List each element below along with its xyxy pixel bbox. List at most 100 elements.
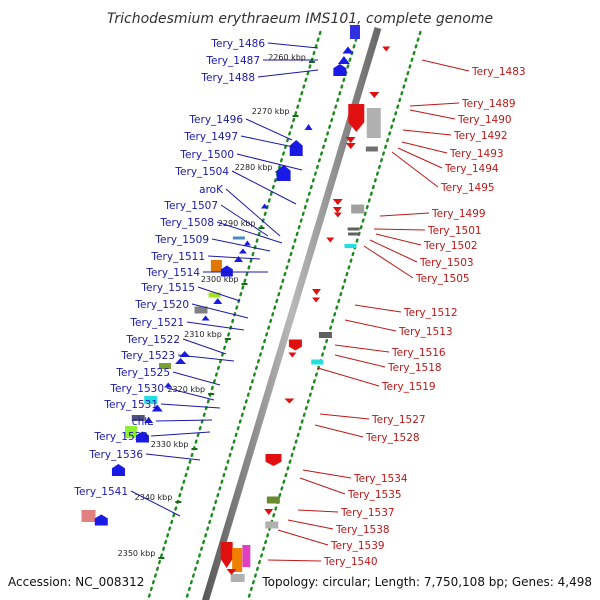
fwd-gene <box>135 431 149 443</box>
fwd-feature <box>208 292 221 298</box>
fwd-feature <box>232 236 245 240</box>
gene-label: Tery_1493 <box>449 148 504 160</box>
gene-label: Tery_1522 <box>125 334 180 346</box>
kbp-ticks: 2260 kbp 2270 kbp 2280 kbp 2290 kbp 2300 kbp… <box>118 53 315 559</box>
label-connector <box>379 212 430 217</box>
gene-label: Tery_1519 <box>381 381 436 393</box>
gene-label: Tery_1535 <box>347 489 402 501</box>
rev-feature <box>318 332 332 338</box>
fwd-arrow <box>304 124 313 130</box>
gene-label: aroK <box>199 184 224 196</box>
tick-label: 2300 kbp <box>201 275 239 284</box>
gene-label: Tery_1540 <box>323 556 378 568</box>
label-connector <box>297 509 339 513</box>
rev-arrow <box>382 46 391 52</box>
fwd-arrow <box>233 256 243 262</box>
gene-label: Tery_1503 <box>419 257 474 269</box>
tick-label: 2340 kbp <box>135 493 173 502</box>
gene-label: Tery_1518 <box>387 362 442 374</box>
fwd-feature <box>159 363 172 369</box>
fwd-arrow <box>261 203 269 209</box>
label-connector <box>240 135 299 149</box>
gene-label: Tery_1508 <box>159 217 214 229</box>
dots-right <box>247 30 422 600</box>
label-connector <box>130 490 181 517</box>
gene-label: Tery_1534 <box>353 473 408 485</box>
fwd-arrow <box>201 315 210 321</box>
gene-label: Tery_1501 <box>427 225 482 237</box>
fwd-gene <box>111 464 125 476</box>
rev-gene <box>288 339 302 351</box>
rev-feature <box>366 108 381 138</box>
label-connector <box>354 304 402 313</box>
label-connector <box>314 424 364 438</box>
tick-label: 2320 kbp <box>167 385 205 394</box>
gene-label: chlL <box>132 416 153 428</box>
fwd-arrow <box>337 56 350 64</box>
fwd-feature <box>124 426 137 438</box>
tick-label: 2280 kbp <box>235 163 273 172</box>
rev-arrow <box>369 92 380 98</box>
fwd-feature <box>81 510 96 522</box>
label-connector <box>182 338 227 355</box>
gene-label: Tery_1496 <box>188 114 243 126</box>
gene-label: Tery_1487 <box>205 55 260 67</box>
genome-backbone <box>201 26 382 600</box>
gene-label: Tery_1489 <box>461 98 516 110</box>
label-connector <box>334 354 386 368</box>
gene-label: Tery_1538 <box>335 524 390 536</box>
label-connector <box>391 151 439 188</box>
label-connector <box>299 477 346 495</box>
rev-feature <box>351 204 365 214</box>
rev-arrow <box>264 509 274 515</box>
label-connector <box>302 469 352 479</box>
rev-arrow <box>345 143 356 149</box>
gene-label: Tery_1523 <box>120 350 175 362</box>
fwd-arrow <box>164 382 173 388</box>
label-connector <box>373 228 426 231</box>
rev-arrow <box>333 212 342 218</box>
label-connector <box>267 42 319 49</box>
label-connector <box>145 453 201 461</box>
label-connector <box>150 431 211 437</box>
reverse-gene-labels: Tery_1483 Tery_1489 Tery_1490 Tery_1492 Tery… <box>267 59 526 568</box>
tick-label: 2350 kbp <box>118 549 156 558</box>
rev-feature <box>365 146 378 152</box>
tick-label: 2330 kbp <box>151 440 189 449</box>
label-connector <box>334 344 390 353</box>
dots-inner-left <box>185 30 360 600</box>
rev-feature <box>348 232 361 236</box>
gene-label: Tery_1533 <box>93 431 148 443</box>
gene-label: Tery_1521 <box>129 317 184 329</box>
label-connector <box>211 238 271 252</box>
map-title: Trichodesmium erythraeum IMS101, complet… <box>107 11 493 27</box>
gene-label: Tery_1483 <box>471 66 526 78</box>
fwd-arrow <box>151 404 163 412</box>
label-connector <box>375 233 422 246</box>
gene-label: Tery_1513 <box>398 326 453 338</box>
label-connector <box>231 170 297 205</box>
gene-label: Tery_1514 <box>145 267 200 279</box>
label-connector <box>245 118 293 141</box>
gene-label: Tery_1486 <box>210 38 265 50</box>
gene-label: Tery_1500 <box>179 149 234 161</box>
label-connector <box>177 354 235 362</box>
label-connector <box>191 303 249 319</box>
label-connector <box>160 403 221 409</box>
fwd-gene <box>94 514 108 526</box>
rev-feature <box>311 359 324 365</box>
fwd-feature <box>350 25 360 39</box>
gene-label: Tery_1499 <box>431 208 486 220</box>
label-connector <box>172 371 221 386</box>
fwd-gene <box>276 165 291 181</box>
fwd-arrow <box>144 417 154 423</box>
label-connector <box>369 239 418 263</box>
gene-label: Tery_1516 <box>391 347 446 359</box>
fwd-arrow <box>175 358 187 364</box>
tick-label: 2290 kbp <box>218 219 256 228</box>
tick-label: 2310 kbp <box>184 330 222 339</box>
rev-feature <box>230 574 245 582</box>
label-connector <box>409 102 460 107</box>
gene-label: Tery_1541 <box>73 486 128 498</box>
